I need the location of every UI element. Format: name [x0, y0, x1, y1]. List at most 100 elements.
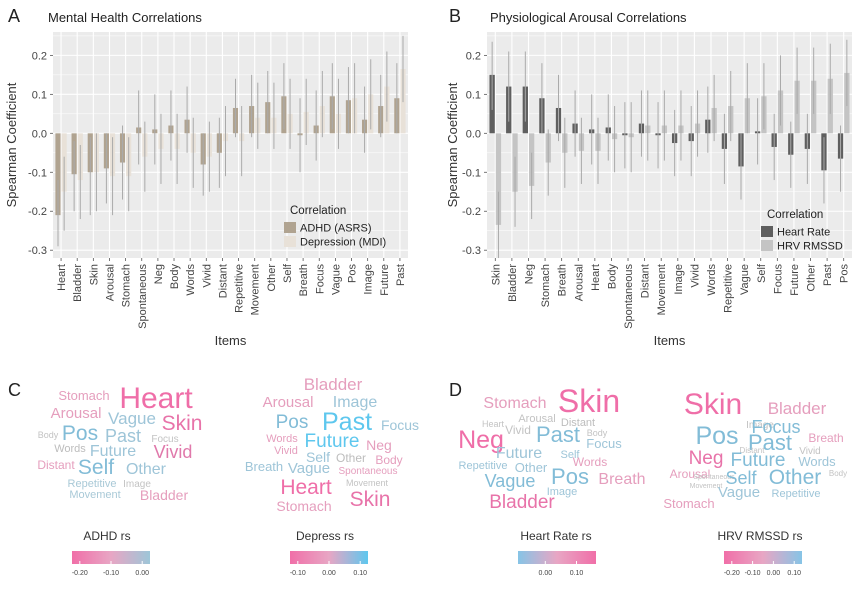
b-xtick-label-pos: Pos	[839, 264, 851, 283]
d-hrv-word-pos: Pos	[695, 422, 738, 450]
a-xtick-label-vivid: Vivid	[201, 264, 213, 288]
chart-physiological-arousal: -0.3 -0.2 -0.1 0.0 0.1 0.2 Skin Bladder Neg Stoma…	[445, 32, 852, 348]
b-legend-title: Correlation	[767, 209, 823, 221]
a-xtick-label-words: Words	[185, 264, 197, 296]
a-legend-swatch-2	[284, 236, 296, 247]
b-xtick-label-body: Body	[606, 264, 618, 290]
b-xtick-label-bladder: Bladder	[507, 264, 519, 302]
b-xtick-label-spontaneous: Spontaneous	[623, 264, 635, 329]
a-xtick-label-arousal: Arousal	[104, 264, 116, 301]
d-hrv-word-self: Self	[725, 468, 757, 488]
a-legend-swatch-1	[284, 222, 296, 233]
d-heart-rate-word-bladder: Bladder	[489, 492, 555, 513]
b-xtick-label-movement: Movement	[656, 264, 668, 315]
d-heart-rate-word-pos: Pos	[551, 464, 589, 489]
b-xtick-label-repetitive: Repetitive	[723, 264, 735, 313]
d-heart-rate-word-image: Image	[547, 486, 578, 498]
a-xtick-label-distant: Distant	[217, 264, 229, 298]
a-xtick-label-neg: Neg	[153, 264, 165, 284]
d-hrv-word-arousal: Arousal	[670, 467, 711, 481]
a-xtick-label-self: Self	[282, 263, 294, 283]
b-xlabel: Items	[654, 333, 686, 348]
a-legend-label-2: Depression (MDI)	[300, 237, 386, 249]
d-hrv-colorbar	[724, 551, 802, 564]
d-hrv-word-neg: Neg	[689, 448, 724, 469]
panel-b-title: Physiological Arousal Correlations	[490, 10, 687, 25]
b-xtick-label-stomach: Stomach	[540, 264, 552, 307]
c-adhd-colorbar-title: ADHD rs	[83, 529, 130, 543]
c-depress-word-skin: Skin	[350, 488, 391, 511]
c-adhd-word-body: Body	[38, 430, 59, 440]
a-ylabel: Spearman Coefficient	[4, 82, 19, 207]
d-hrv-colorbar-tick-label: -0.20	[724, 570, 740, 577]
c-adhd-word-stomach: Stomach	[58, 388, 109, 403]
c-adhd-word-self: Self	[78, 456, 114, 479]
c-depress-word-pos: Pos	[276, 412, 309, 433]
a-xtick-label-vague: Vague	[330, 264, 342, 295]
c-depress-word-spontaneous: Spontaneous	[339, 466, 398, 477]
d-hrv-word-vivid: Vivid	[799, 446, 821, 457]
panel-d-letter: D	[449, 380, 462, 400]
a-xtick-label-spontaneous: Spontaneous	[137, 264, 149, 329]
d-hrv-colorbar-tick-label: 0.00	[767, 570, 781, 577]
d-heart-rate-word-arousal: Arousal	[518, 413, 555, 425]
c-adhd-word-future: Future	[90, 443, 136, 460]
d-heart-rate-word-vivid: Vivid	[505, 423, 531, 437]
d-hrv-colorbar-tick-label: -0.10	[745, 570, 761, 577]
d-heart-rate-word-past: Past	[536, 422, 580, 447]
b-ytick-label: 0.2	[466, 50, 481, 62]
c-depress-word-bladder: Bladder	[304, 375, 363, 394]
c-depress-colorbar-tick-label: 0.00	[322, 570, 336, 577]
d-heart-rate-word-focus: Focus	[586, 436, 622, 451]
chart-mental-health: -0.3 -0.2 -0.1 0.0 0.1 0.2 Heart Bladder Skin Aro…	[4, 32, 408, 348]
c-depress-word-arousal: Arousal	[263, 394, 314, 411]
d-heart-rate-word-words: Words	[573, 455, 607, 469]
c-adhd-colorbar-tick-label: -0.10	[103, 570, 119, 577]
d-hrv-word-distant: Distant	[740, 446, 766, 455]
a-xtick-label-movement: Movement	[250, 264, 262, 315]
c-adhd-colorbar-tick-label: -0.20	[72, 570, 88, 577]
c-adhd-word-heart: Heart	[119, 382, 193, 415]
a-xtick-label-body: Body	[169, 264, 181, 290]
c-depress-word-stomach: Stomach	[276, 498, 331, 514]
c-adhd-word-past: Past	[105, 426, 141, 446]
a-bar-heart-s1	[55, 133, 61, 216]
panel-a-title: Mental Health Correlations	[48, 10, 202, 25]
d-heart-rate-word-self: Self	[561, 449, 581, 461]
b-ytick-label: -0.1	[462, 167, 481, 179]
a-ytick-label: -0.2	[28, 206, 47, 218]
d-hrv-word-other: Other	[769, 466, 822, 489]
b-xtick-label-words: Words	[706, 264, 718, 296]
a-xtick-label-image: Image	[363, 264, 375, 295]
c-depress-word-heart: Heart	[280, 476, 332, 499]
d-hrv-word-bladder: Bladder	[768, 399, 827, 418]
c-adhd-word-arousal: Arousal	[51, 405, 102, 422]
d-hrv-word-stomach: Stomach	[663, 496, 714, 511]
d-heart-rate-colorbar	[518, 551, 596, 564]
c-depress-word-future: Future	[305, 431, 360, 452]
c-adhd-word-vague: Vague	[108, 409, 156, 428]
d-heart-rate-word-vague: Vague	[485, 471, 536, 491]
c-depress-word-past: Past	[322, 408, 372, 436]
d-heart-rate-word-distant: Distant	[561, 417, 595, 429]
c-depress-word-self: Self	[306, 449, 330, 465]
c-adhd-colorbar	[72, 551, 150, 564]
a-xtick-label-other: Other	[266, 264, 278, 292]
b-ytick-label: 0.1	[466, 89, 481, 101]
d-heart-rate-colorbar-title: Heart Rate rs	[520, 529, 591, 543]
panel-a-letter: A	[8, 6, 20, 26]
d-hrv-word-image: Image	[746, 420, 774, 431]
panel-c-letter: C	[8, 380, 21, 400]
d-hrv-word-movement: Movement	[690, 483, 723, 490]
d-heart-rate-word-other: Other	[515, 460, 548, 475]
d-hrv-word-body: Body	[829, 469, 847, 478]
b-xtick-label-breath: Breath	[557, 264, 569, 296]
a-xtick-label-future: Future	[379, 264, 391, 296]
a-xtick-label-breath: Breath	[298, 264, 310, 296]
c-depress-colorbar-tick-label: -0.10	[290, 570, 306, 577]
b-xtick-label-image: Image	[673, 264, 685, 295]
b-xtick-label-past: Past	[822, 264, 834, 286]
b-legend-swatch-2	[761, 240, 773, 251]
d-hrv-word-future: Future	[731, 450, 786, 471]
